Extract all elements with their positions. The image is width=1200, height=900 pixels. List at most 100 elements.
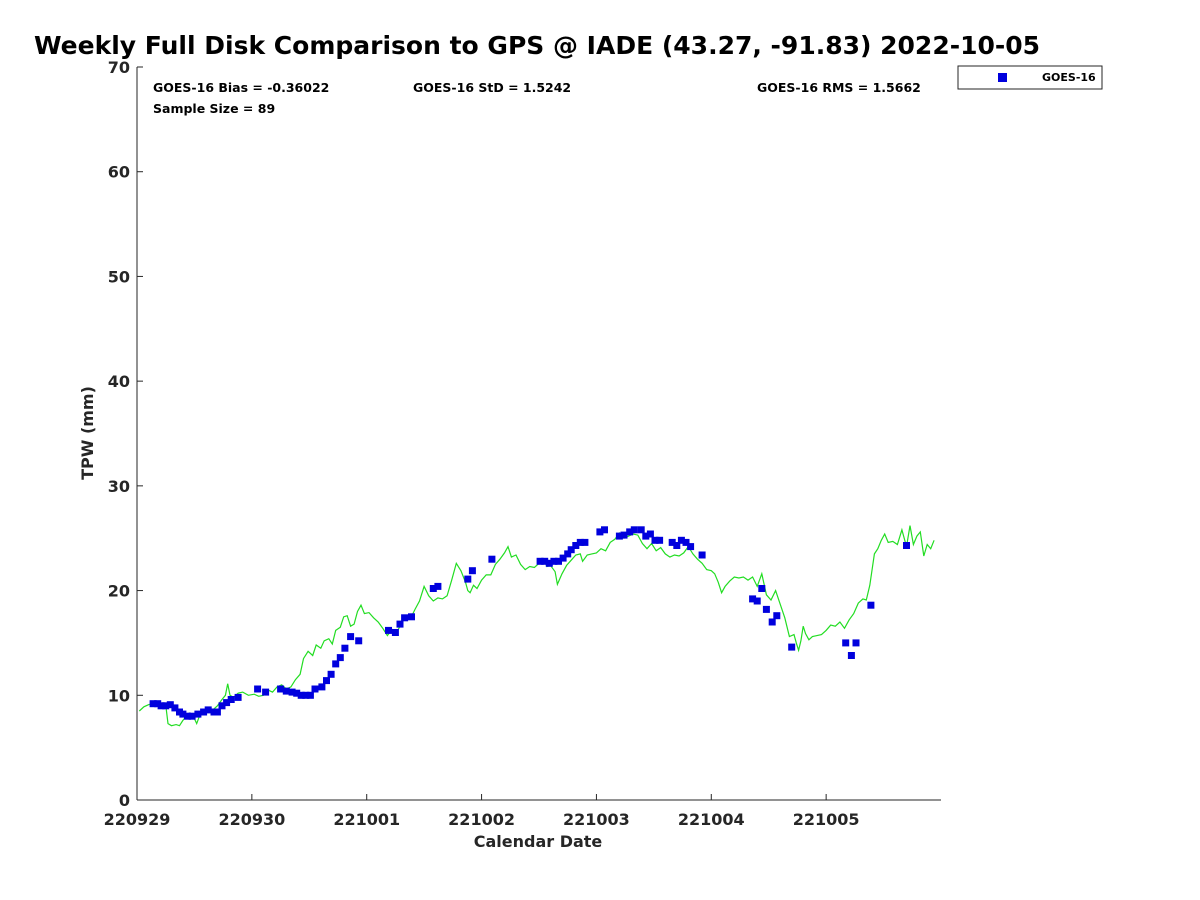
goes16-point xyxy=(651,536,659,544)
x-tick-label: 221002 xyxy=(448,810,515,829)
goes16-point xyxy=(341,644,349,652)
goes16-point xyxy=(311,685,319,693)
goes16-point xyxy=(773,612,781,620)
goes16-point xyxy=(171,704,179,712)
goes16-point xyxy=(277,685,285,693)
goes16-point xyxy=(842,639,850,647)
gps-tpw-line xyxy=(138,525,935,727)
goes16-point xyxy=(297,691,305,699)
goes16-point xyxy=(615,532,623,540)
goes16-point xyxy=(637,526,645,534)
goes16-point xyxy=(564,550,572,558)
x-tick-label: 220929 xyxy=(104,810,171,829)
goes16-point xyxy=(601,526,608,534)
y-tick-label: 70 xyxy=(108,58,130,77)
goes16-point xyxy=(262,688,270,696)
goes16-point xyxy=(555,557,562,565)
goes16-point xyxy=(536,557,544,565)
goes16-point xyxy=(327,670,335,678)
std-stat: GOES-16 StD = 1.5242 xyxy=(413,80,571,95)
y-axis-ticks: 0 10 20 30 40 50 60 70 xyxy=(108,58,143,810)
x-axis-label: Calendar Date xyxy=(474,832,603,851)
legend-box xyxy=(957,65,1103,90)
goes16-point xyxy=(620,531,628,539)
gps-line-layer xyxy=(138,525,935,727)
x-tick-label: 221005 xyxy=(793,810,860,829)
plot-area xyxy=(136,67,941,801)
goes16-point xyxy=(306,691,314,699)
goes16-point xyxy=(254,685,262,693)
goes16-point xyxy=(668,538,676,546)
goes16-point xyxy=(550,557,558,565)
goes16-point xyxy=(464,575,472,583)
goes16-point xyxy=(204,706,212,714)
goes16-point xyxy=(401,614,409,622)
goes16-point xyxy=(630,526,638,534)
goes16-point xyxy=(293,689,301,697)
goes16-point xyxy=(567,546,575,554)
goes16-point xyxy=(758,585,766,592)
goes16-point xyxy=(646,530,654,538)
goes16-point xyxy=(677,536,685,544)
bias-stat: GOES-16 Bias = -0.36022 xyxy=(153,80,329,95)
goes16-point xyxy=(682,538,690,546)
x-tick-label: 220930 xyxy=(218,810,285,829)
goes16-point xyxy=(213,708,221,716)
goes16-point xyxy=(288,688,296,696)
goes16-point xyxy=(194,710,202,718)
goes16-point xyxy=(545,559,553,567)
goes16-point xyxy=(179,710,187,718)
goes16-point xyxy=(559,554,567,562)
goes16-point xyxy=(218,702,226,710)
goes16-point xyxy=(576,538,584,546)
x-axis-ticks: 220929 220930 221001 221002 221003 221004 2210… xyxy=(104,794,860,829)
y-tick-label: 0 xyxy=(119,791,130,810)
goes16-point xyxy=(488,555,496,563)
goes16-point xyxy=(749,595,757,603)
chart-title: Weekly Full Disk Comparison to GPS @ IAD… xyxy=(34,31,1040,60)
goes16-point xyxy=(336,654,344,662)
goes16-point xyxy=(223,699,231,707)
goes16-point xyxy=(626,528,634,536)
goes16-point xyxy=(468,567,476,575)
goes16-point xyxy=(903,542,910,549)
goes16-marker-layer xyxy=(149,526,910,720)
goes16-point xyxy=(302,691,310,699)
goes16-point xyxy=(355,637,363,645)
goes16-point xyxy=(323,677,330,685)
goes16-point xyxy=(572,542,580,549)
goes16-point xyxy=(847,652,855,659)
goes16-point xyxy=(768,618,776,626)
goes16-point xyxy=(673,542,681,549)
goes16-point xyxy=(698,551,706,559)
goes16-point xyxy=(687,543,695,551)
legend-label-goes16: GOES-16 xyxy=(1042,71,1096,84)
goes16-point xyxy=(642,532,650,540)
x-tick-label: 221004 xyxy=(678,810,745,829)
goes16-point xyxy=(391,629,399,636)
goes16-point xyxy=(408,613,415,621)
goes16-point xyxy=(788,643,796,651)
x-tick-label: 221003 xyxy=(563,810,630,829)
goes16-point xyxy=(162,702,170,710)
goes16-point xyxy=(867,601,875,609)
goes16-point xyxy=(596,528,604,536)
goes16-point xyxy=(157,702,165,710)
goes16-point xyxy=(656,536,664,544)
y-axis-label: TPW (mm) xyxy=(78,386,97,480)
y-tick-label: 50 xyxy=(108,267,130,286)
goes16-point xyxy=(234,693,242,701)
goes16-point xyxy=(753,597,761,605)
goes16-point xyxy=(188,712,196,720)
rms-stat: GOES-16 RMS = 1.5662 xyxy=(757,80,921,95)
goes16-point xyxy=(852,639,860,647)
goes16-point xyxy=(184,712,191,720)
legend-marker xyxy=(998,73,1007,82)
goes16-point xyxy=(385,626,392,634)
goes16-point xyxy=(227,696,235,703)
goes16-point xyxy=(347,633,355,641)
x-tick-label: 221001 xyxy=(333,810,400,829)
y-tick-label: 30 xyxy=(108,477,130,496)
y-tick-label: 20 xyxy=(108,582,130,601)
